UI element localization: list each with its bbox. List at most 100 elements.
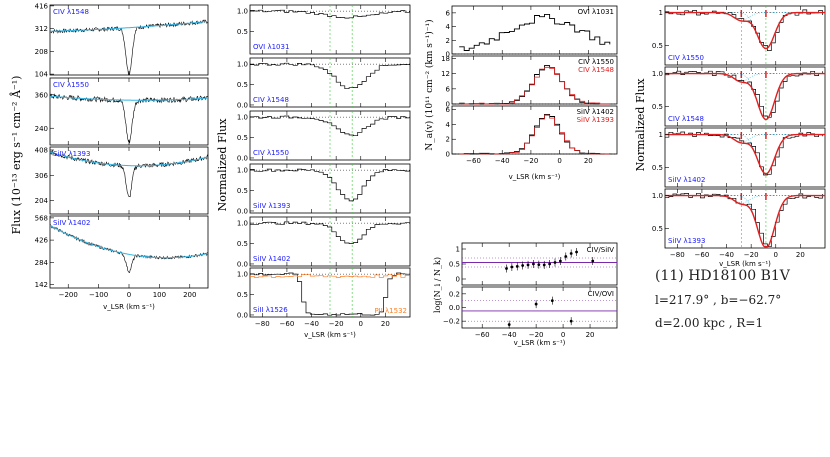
- ratio-point: [534, 302, 538, 306]
- fit-ytick-label: 1.0: [652, 70, 663, 78]
- ratio-point: [575, 250, 578, 254]
- norm-ytick-label: 1.0: [237, 271, 248, 279]
- na-ytick-label: 6: [446, 106, 451, 114]
- flux-spectrum-line: [49, 93, 209, 144]
- ratio-ytick-label: −0.2: [443, 318, 460, 326]
- ratio-point: [542, 263, 546, 267]
- na-profile-strong: [459, 114, 610, 155]
- norm-ytick-label: 0.5: [237, 187, 248, 195]
- norm-panel-label: CIV λ1550: [253, 149, 289, 157]
- na-xtick-label: 0: [557, 157, 561, 165]
- fit-xtick-label: −60: [695, 251, 710, 259]
- flux-ytick-label: 284: [35, 259, 49, 267]
- norm-xtick-label: −40: [304, 320, 319, 328]
- norm-secondary-spectrum: [250, 274, 410, 278]
- flux-ytick-label: 416: [35, 2, 49, 10]
- na-panel-frame: [451, 105, 618, 155]
- ratio-xtick-label: −60: [475, 331, 490, 339]
- norm-ytick-label: 0.0: [237, 260, 248, 268]
- na-profile-weak: [459, 113, 611, 155]
- norm-spectrum-line: [250, 272, 410, 316]
- norm-ytick-label: 1.0: [237, 61, 248, 69]
- norm-ytick-label: 0.5: [237, 291, 248, 299]
- flux-ytick-label: 426: [35, 237, 49, 245]
- norm-xtick-label: −20: [329, 320, 344, 328]
- ratio-panel-label: CIV/OVI: [588, 290, 614, 298]
- norm-panel-label-secondary: PII λ1532: [374, 307, 407, 315]
- fit-panel-label: SiIV λ1393: [668, 237, 705, 245]
- flux-ytick-label: 240: [35, 125, 48, 133]
- fit-component-1: [665, 12, 825, 21]
- norm-ytick-label: 0.0: [237, 101, 248, 109]
- flux-xtick-label: 0: [127, 291, 131, 299]
- fit-xtick-label: −80: [670, 251, 685, 259]
- na-xlabel: v_LSR (km s⁻¹): [509, 173, 561, 181]
- flux-ytick-label: 104: [35, 71, 49, 79]
- flux-xtick-label: −200: [59, 291, 78, 299]
- fit-panel-frame: [664, 127, 826, 188]
- flux-ytick-label: 408: [35, 146, 48, 154]
- na-xtick-label: −20: [524, 157, 539, 165]
- na-ylabel: N_a(v) (10¹¹ cm⁻² (km s⁻¹)⁻¹): [424, 19, 435, 150]
- fit-xtick-label: 0: [774, 251, 778, 259]
- ratio-ytick-label: 0.0: [449, 304, 460, 312]
- fit-data-spectrum: [665, 9, 823, 51]
- ratio-xtick-label: 20: [586, 331, 595, 339]
- norm-ytick-label: 0.5: [237, 134, 248, 142]
- fit-xlabel: v_LSR (km s⁻¹): [719, 260, 771, 268]
- ratio-ytick-label: 0: [456, 276, 460, 284]
- ratio-ytick-label: 0.2: [449, 290, 460, 298]
- fit-ytick-label: 0.5: [652, 164, 663, 172]
- na-ytick-label: 18: [441, 55, 450, 63]
- na-panel-label: SiIV λ1393: [577, 116, 614, 124]
- norm-spectrum-line: [250, 9, 410, 19]
- ratio-point: [558, 259, 562, 263]
- ratio-point: [505, 267, 508, 270]
- ratio-point: [526, 263, 530, 267]
- norm-panel-label: OVI λ1031: [253, 43, 289, 51]
- fit-xtick-label: 20: [796, 251, 805, 259]
- ratio-point: [510, 265, 514, 269]
- fit-component-2: [665, 12, 825, 49]
- fit-ytick-label: 0.5: [652, 103, 663, 111]
- fit-model-line: [665, 133, 825, 175]
- norm-panel-label: CIV λ1548: [253, 96, 289, 104]
- flux-ytick-label: 306: [35, 172, 49, 180]
- galactic-coordinates: l=217.9° , b=−62.7°: [655, 293, 782, 307]
- norm-xtick-label: −60: [280, 320, 295, 328]
- norm-ytick-label: 1.0: [237, 167, 248, 175]
- flux-ylabel: Flux (10⁻¹³ erg s⁻¹ cm⁻² Å⁻¹): [9, 76, 23, 235]
- na-ytick-label: 2: [446, 136, 450, 144]
- flux-continuum-fit: [49, 224, 209, 259]
- norm-ytick-label: 1.0: [237, 114, 248, 122]
- fit-ytick-label: 0.5: [652, 42, 663, 50]
- na-ytick-label: 6: [446, 85, 451, 93]
- norm-ytick-label: 1.0: [237, 220, 248, 228]
- flux-panel-label: CIV λ1548: [53, 8, 89, 16]
- norm-spectrum-line: [250, 115, 410, 137]
- fit-ytick-label: 0.5: [652, 225, 663, 233]
- norm-spectrum-line: [250, 168, 410, 202]
- flux-panel-label: SiIV λ1402: [53, 219, 90, 227]
- na-panel-frame: [451, 5, 618, 55]
- flux-ytick-label: 208: [35, 48, 48, 56]
- norm-ytick-label: 0.0: [237, 154, 248, 162]
- distance-info: d=2.00 kpc , R=1: [655, 316, 764, 330]
- na-ytick-label: 4: [446, 23, 451, 31]
- ratio-ytick-label: 0.5: [449, 261, 460, 269]
- na-panel-frame: [451, 55, 618, 105]
- fit-ytick-label: 1: [659, 9, 663, 17]
- fit-component-2: [665, 73, 825, 120]
- fit-data-spectrum: [665, 131, 823, 176]
- na-ovi-profile: [459, 13, 611, 51]
- fit-data-spectrum: [665, 70, 823, 118]
- ratio-point: [569, 319, 573, 323]
- na-xtick-label: −60: [466, 157, 481, 165]
- flux-continuum-fit: [49, 20, 209, 32]
- ratio-point: [532, 262, 535, 266]
- fit-model-line: [665, 11, 825, 50]
- flux-continuum-fit: [49, 151, 209, 167]
- na-ytick-label: 0: [446, 51, 450, 59]
- fit-model-line: [665, 194, 825, 248]
